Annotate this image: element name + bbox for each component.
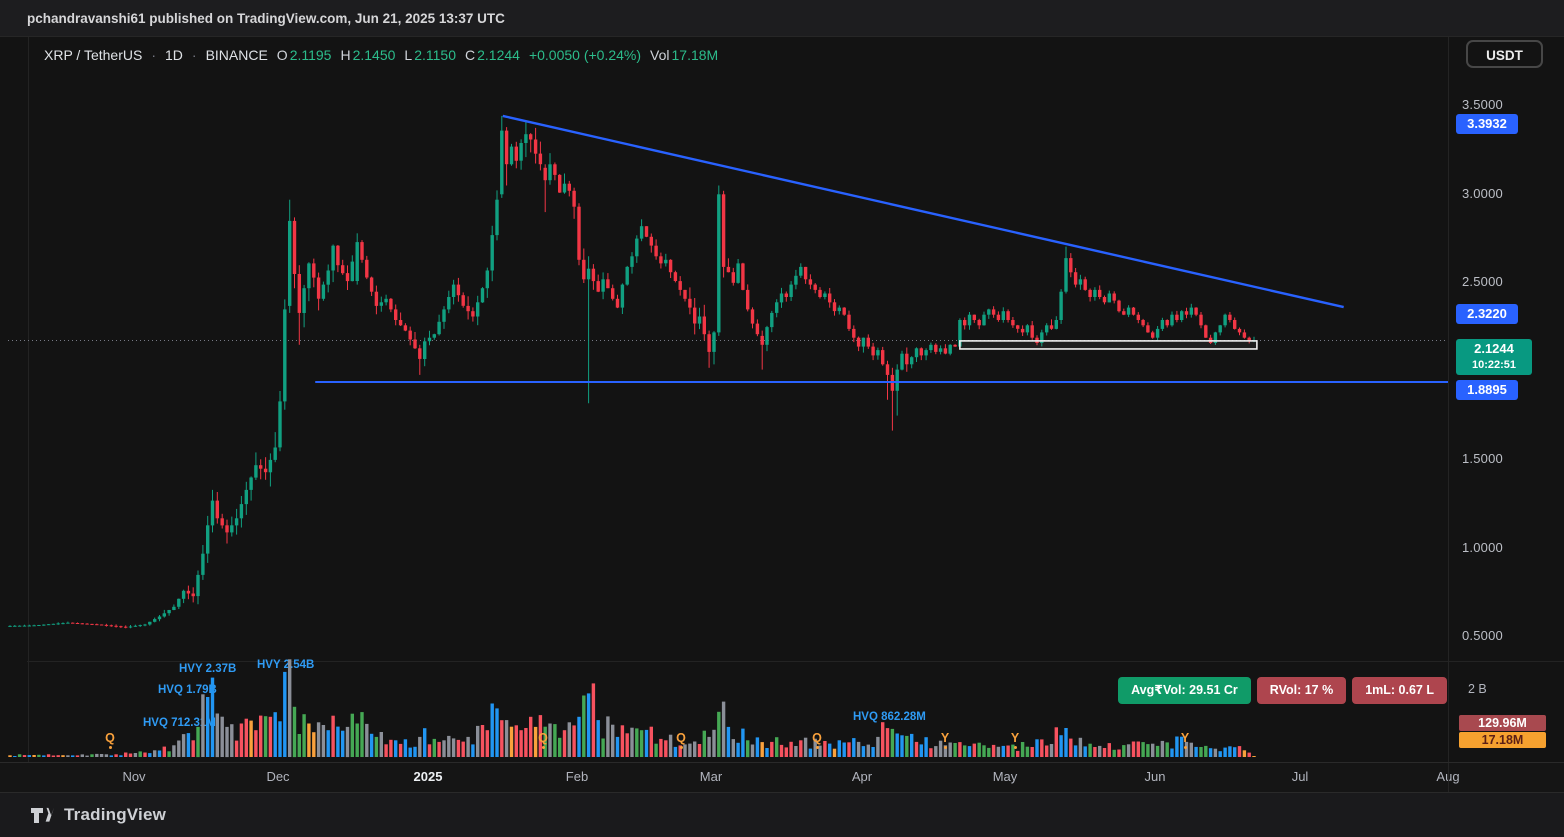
tradingview-logo-icon[interactable] [30, 806, 56, 824]
last-price-value: 2.1244 [1474, 341, 1514, 357]
year-marker: Y [935, 731, 955, 749]
time-tick-dec: Dec [266, 769, 290, 784]
low-label: L [404, 47, 413, 63]
volume-labels-layer: HVY 2.37B HVQ 1.79B HVQ 712.31M HVY 2.54… [143, 659, 926, 729]
volume-scale-label: 2 B [1468, 682, 1487, 696]
open-label: O [276, 47, 288, 63]
price-axis-separator[interactable] [1448, 37, 1449, 792]
timeframe[interactable]: 1D [164, 47, 183, 63]
year-marker: Y [1005, 731, 1025, 749]
trendline-end-price-badge[interactable]: 2.3220 [1456, 303, 1518, 324]
price-axis[interactable]: 3.5000 3.0000 2.5000 1.5000 1.0000 0.500… [1448, 37, 1564, 762]
quarter-marker: Q [533, 731, 553, 749]
pane-left-border [28, 37, 29, 762]
chart-pane[interactable] [8, 114, 1448, 758]
open-value: 2.1195 [289, 47, 332, 63]
separator-dot: · [151, 47, 156, 63]
change-value: +0.0050 (+0.24%) [528, 47, 642, 63]
publish-info-bar: pchandravanshi61 published on TradingVie… [0, 0, 1564, 37]
time-tick-mar: Mar [699, 769, 723, 784]
close-label: C [465, 47, 476, 63]
price-tick: 1.5000 [1462, 451, 1503, 466]
prev-volume-badge: 129.96M [1459, 715, 1546, 731]
avg-volume-badge[interactable]: Avg₹Vol: 29.51 Cr [1118, 677, 1251, 704]
symbol-title[interactable]: XRP / TetherUS [44, 47, 143, 63]
price-tick: 2.5000 [1462, 274, 1503, 289]
time-tick-2025: 2025 [413, 769, 443, 784]
quarter-marker: Q [100, 731, 120, 749]
high-value: 2.1450 [352, 47, 396, 63]
last-price-badge[interactable]: 2.1244 10:22:51 [1456, 339, 1532, 376]
volume-pane-separator[interactable] [27, 661, 1564, 662]
highest-volume-label: HVQ 1.79B [158, 684, 217, 696]
highest-volume-label: HVQ 862.28M [853, 711, 926, 723]
volume-value: 17.18M [671, 47, 719, 63]
volume-indicator-badges: Avg₹Vol: 29.51 Cr RVol: 17 % 1mL: 0.67 L [1118, 677, 1447, 704]
low-value: 2.1150 [414, 47, 456, 63]
trendline-start-price-badge[interactable]: 3.3932 [1456, 113, 1518, 134]
close-value: 2.1244 [477, 47, 520, 63]
time-tick-feb: Feb [565, 769, 589, 784]
candlestick-series [8, 115, 1256, 629]
price-tick: 0.5000 [1462, 628, 1503, 643]
price-tick: 3.5000 [1462, 97, 1503, 112]
quarter-marker: Q [671, 731, 691, 749]
high-label: H [340, 47, 351, 63]
highest-volume-label: HVY 2.54B [257, 659, 315, 671]
time-tick-may: May [992, 769, 1018, 784]
time-tick-nov: Nov [122, 769, 146, 784]
quarter-marker: Q [807, 731, 827, 749]
support-price-badge[interactable]: 1.8895 [1456, 380, 1518, 401]
price-tick: 3.0000 [1462, 185, 1503, 201]
resistance-trendline[interactable] [502, 114, 1344, 309]
volume-label: Vol [650, 47, 670, 63]
bar-countdown: 10:22:51 [1471, 359, 1517, 372]
exchange: BINANCE [205, 47, 268, 63]
time-axis-separator[interactable] [0, 762, 1564, 763]
current-volume-badge: 17.18M [1459, 732, 1546, 748]
time-tick-apr: Apr [851, 769, 873, 784]
currency-toggle-button[interactable]: USDT [1466, 40, 1543, 68]
consolidation-box[interactable] [959, 340, 1258, 350]
price-tick: 1.0000 [1462, 539, 1503, 555]
separator-dot: · [191, 47, 197, 63]
logo-bar-separator [0, 792, 1564, 793]
time-tick-aug: Aug [1418, 769, 1478, 784]
volume-series [8, 659, 1256, 758]
year-marker: Y [1175, 731, 1195, 749]
publish-info-text: pchandravanshi61 published on TradingVie… [27, 11, 505, 26]
highest-volume-label: HVY 2.37B [179, 663, 237, 675]
time-axis[interactable]: Nov Dec 2025 Feb Mar Apr May Jun Jul Aug [0, 763, 1564, 792]
time-tick-jun: Jun [1144, 769, 1166, 784]
one-month-low-badge[interactable]: 1mL: 0.67 L [1352, 677, 1447, 704]
highest-volume-label: HVQ 712.31M [143, 717, 216, 729]
relative-volume-badge[interactable]: RVol: 17 % [1256, 677, 1347, 704]
period-markers-layer: Q Q Q Q Y Y Y [0, 0, 1564, 792]
tradingview-logo-text[interactable]: TradingView [64, 805, 167, 824]
tradingview-footer: TradingView [0, 793, 1564, 837]
candlestick-chart-canvas[interactable] [0, 0, 1564, 792]
time-tick-jul: Jul [1291, 769, 1309, 784]
